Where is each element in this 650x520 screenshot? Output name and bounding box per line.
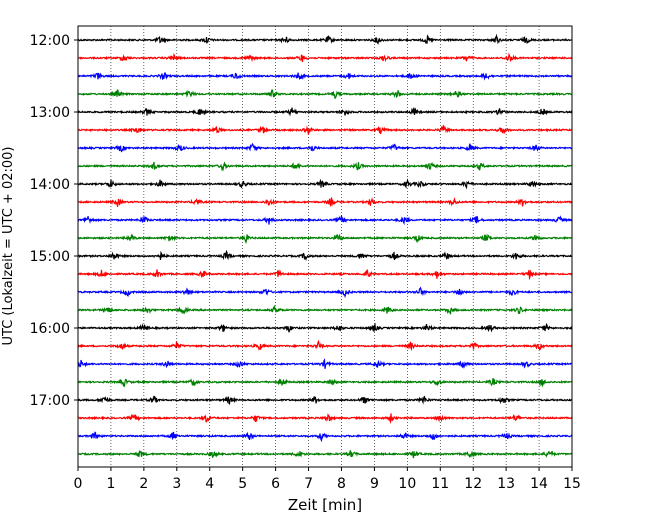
- y-axis-ticks: 12:00 13:00 14:00 15:00 16:00 17:00: [30, 33, 78, 409]
- x-tick-label-4: 4: [205, 476, 214, 492]
- trace-1200: [77, 33, 573, 45]
- y-tick-label-5: 17:00: [30, 393, 70, 409]
- x-tick-label-1: 1: [106, 476, 115, 492]
- trace-1315: [77, 125, 573, 135]
- x-tick-label-7: 7: [304, 476, 313, 492]
- x-tick-label-12: 12: [464, 476, 482, 492]
- trace-1515: [77, 268, 573, 281]
- trace-1445: [77, 233, 573, 244]
- x-tick-label-6: 6: [271, 476, 280, 492]
- trace-1530: [77, 286, 573, 299]
- x-tick-label-2: 2: [139, 476, 148, 492]
- trace-1330: [77, 142, 573, 153]
- x-tick-label-15: 15: [563, 476, 581, 492]
- x-tick-label-8: 8: [337, 476, 346, 492]
- y-tick-label-1: 13:00: [30, 105, 70, 121]
- trace-1400: [77, 178, 573, 190]
- plot-frame: [77, 25, 573, 468]
- trace-1715: [77, 413, 573, 425]
- trace-1245: [77, 89, 573, 99]
- trace-1745: [77, 450, 573, 459]
- y-tick-label-0: 12:00: [30, 33, 70, 49]
- x-tick-label-13: 13: [497, 476, 515, 492]
- x-tick-label-5: 5: [238, 476, 247, 492]
- x-axis-label: Zeit [min]: [288, 496, 362, 514]
- x-tick-label-14: 14: [530, 476, 548, 492]
- x-tick-label-0: 0: [74, 476, 83, 492]
- trace-1615: [77, 339, 573, 352]
- x-tick-label-3: 3: [172, 476, 181, 492]
- y-tick-label-2: 14:00: [30, 177, 70, 193]
- x-tick-label-11: 11: [431, 476, 449, 492]
- trace-1645: [77, 377, 573, 388]
- trace-1430: [77, 215, 573, 226]
- y-tick-label-3: 15:00: [30, 249, 70, 265]
- trace-1630: [77, 358, 573, 370]
- trace-1600: [77, 322, 573, 333]
- x-axis-ticks: 0 1 2 3 4 5 6 7 8 9 10 11 12 13 14 15: [74, 467, 581, 492]
- trace-1230: [77, 71, 573, 81]
- trace-1415: [77, 196, 573, 208]
- trace-1215: [77, 52, 573, 63]
- trace-1545: [77, 304, 573, 315]
- y-axis-label: UTC (Lokalzeit = UTC + 02:00): [1, 147, 16, 346]
- trace-1500: [77, 249, 573, 262]
- y-tick-label-4: 16:00: [30, 321, 70, 337]
- trace-1730: [77, 431, 573, 443]
- seismogram-traces: [77, 33, 573, 459]
- x-tick-label-9: 9: [370, 476, 379, 492]
- trace-1700: [77, 395, 573, 405]
- x-tick-label-10: 10: [398, 476, 416, 492]
- trace-1345: [77, 161, 573, 172]
- trace-1300: [77, 107, 573, 117]
